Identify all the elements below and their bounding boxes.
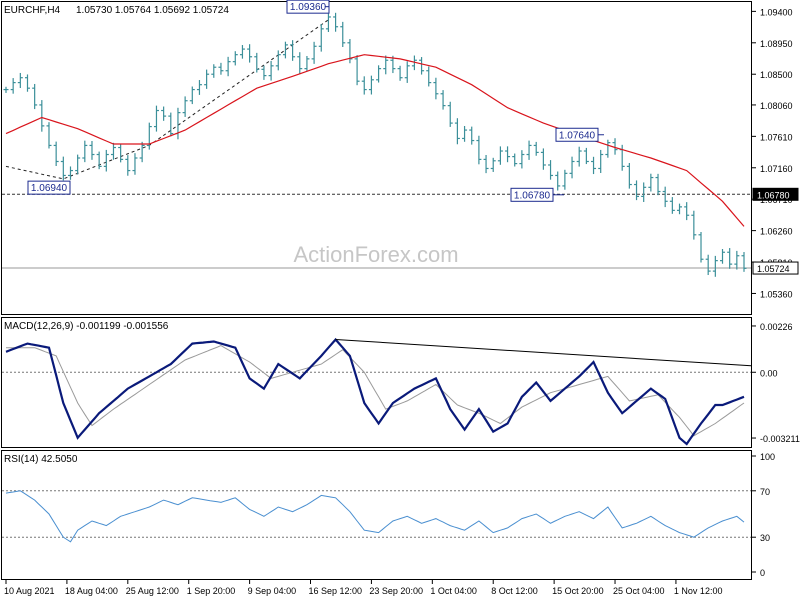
x-tick-label: 8 Oct 12:00: [491, 586, 538, 596]
macd-trendline: [335, 338, 752, 367]
rsi-tick-label: 70: [760, 487, 770, 497]
x-tick-label: 1 Oct 04:00: [430, 586, 477, 596]
panel-frames: [1, 1, 752, 580]
price-annotation: 1.09360: [286, 0, 330, 14]
rsi-tick-label: 30: [760, 533, 770, 543]
price-tick-label: 1.08060: [760, 101, 793, 111]
rsi-line: [5, 490, 745, 543]
rsi-tick-label: 100: [760, 452, 775, 462]
ohlc-values: 1.05730 1.05764 1.05692 1.05724: [76, 5, 229, 16]
price-panel-frame: [1, 1, 752, 315]
rsi-label: RSI(14) 42.5050: [4, 454, 78, 465]
price-tick-label: 1.07160: [760, 164, 793, 174]
watermark: ActionForex.com: [293, 242, 458, 267]
macd-tick-label: 0.00226: [760, 322, 793, 332]
rsi-tick-label: 0: [760, 568, 765, 578]
x-tick-label: 15 Oct 20:00: [552, 586, 604, 596]
x-tick-label: 1 Sep 20:00: [187, 586, 236, 596]
macd-label: MACD(12,26,9) -0.001199 -0.001556: [4, 321, 169, 332]
current-price-axis-box: [752, 261, 799, 275]
rsi-panel: [2, 490, 751, 543]
macd-panel: [2, 337, 752, 446]
price-tick-label: 1.05360: [760, 289, 793, 299]
price-panel: 1.09360 1.06940 1.07640 1.06780: [2, 0, 751, 277]
x-tick-label: 10 Aug 2021: [4, 586, 55, 596]
x-tick-label: 16 Sep 12:00: [309, 586, 363, 596]
macd-panel-frame: [1, 317, 752, 448]
price-tick-label: 1.09400: [760, 7, 793, 17]
annotation-text: 1.06940: [31, 183, 68, 194]
support-axis-label: 1.06780: [757, 190, 790, 200]
annotation-text: 1.07640: [559, 130, 596, 141]
macd-tick-label: 0.00: [760, 368, 778, 378]
x-tick-label: 1 Nov 12:00: [674, 586, 723, 596]
x-tick-label: 9 Sep 04:00: [248, 586, 297, 596]
macd-tick-label: -0.003211: [760, 434, 800, 444]
trend-channel-line: [5, 19, 329, 180]
x-tick-label: 25 Aug 12:00: [126, 586, 179, 596]
symbol-label: EURCHF,H4: [4, 5, 61, 16]
macd-signal-line: [6, 345, 745, 437]
price-annotation: 1.06940: [27, 180, 71, 195]
annotation-text: 1.06780: [514, 190, 551, 201]
annotation-text: 1.09360: [290, 2, 327, 13]
price-tick-label: 1.08500: [760, 70, 793, 80]
macd-line: [5, 337, 745, 446]
axes: 1.09400 1.08950 1.08500 1.08060 1.07610 1.071…: [4, 7, 800, 596]
support-axis-box: [752, 187, 799, 201]
moving-average-line: [5, 54, 745, 227]
x-tick-label: 25 Oct 04:00: [613, 586, 665, 596]
x-tick-label: 23 Sep 20:00: [369, 586, 423, 596]
current-price-axis-label: 1.05724: [757, 264, 790, 274]
rsi-panel-frame: [1, 450, 752, 580]
price-annotation: 1.07640: [555, 127, 604, 142]
price-tick-label: 1.08950: [760, 39, 793, 49]
price-tick-label: 1.06260: [760, 227, 793, 237]
price-bars: [3, 12, 747, 277]
price-annotation: 1.06780: [510, 187, 564, 202]
x-tick-label: 18 Aug 04:00: [65, 586, 118, 596]
price-tick-label: 1.07610: [760, 132, 793, 142]
annotation-box: [27, 180, 71, 195]
